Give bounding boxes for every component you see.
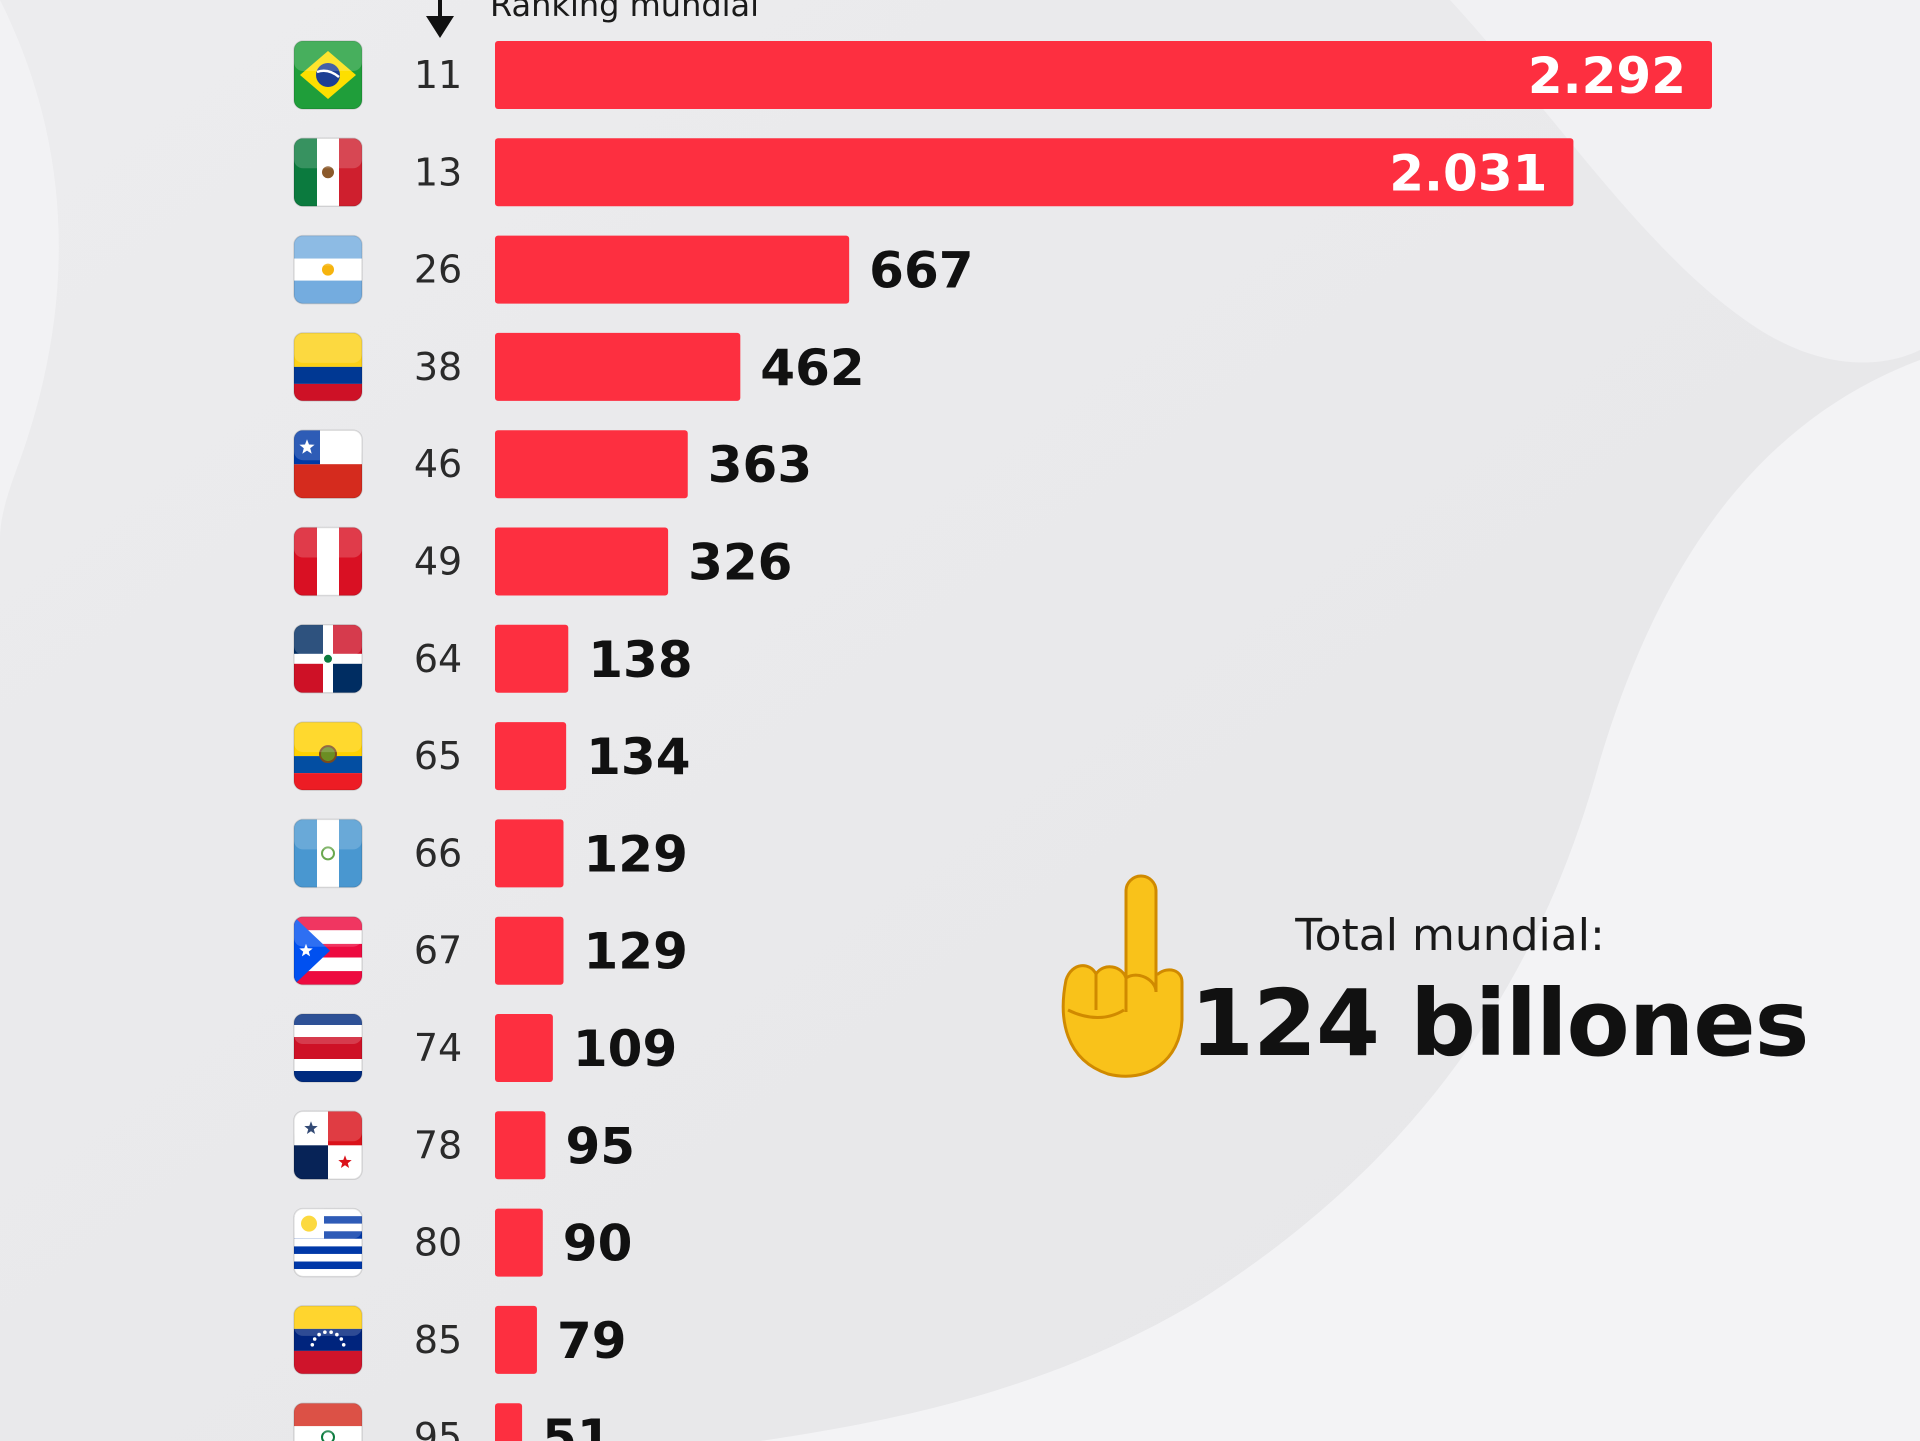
- rank-label: 64: [414, 637, 462, 681]
- rank-label: 26: [414, 248, 462, 292]
- ranking-header-label: Ranking mundial: [490, 0, 760, 24]
- bar-row: 74 109: [293, 1013, 677, 1083]
- dominican-republic-flag-icon: [293, 624, 363, 694]
- bar: [495, 138, 1574, 207]
- rank-label: 46: [414, 442, 462, 486]
- value-label: 129: [583, 825, 687, 883]
- value-label: 109: [573, 1020, 677, 1078]
- guatemala-flag-icon: [293, 818, 363, 889]
- venezuela-flag-icon: [293, 1305, 363, 1375]
- bar-row: 46 363: [293, 429, 812, 499]
- rank-label: 11: [414, 53, 462, 97]
- bar: [495, 1208, 543, 1277]
- rank-label: 74: [414, 1026, 462, 1070]
- puerto-rico-flag-icon: [293, 915, 363, 986]
- value-label: 51: [542, 1409, 612, 1441]
- value-label: 2.292: [1528, 47, 1686, 105]
- bar: [495, 1403, 523, 1441]
- paraguay-flag-icon: [293, 1402, 363, 1441]
- rank-label: 78: [414, 1123, 462, 1167]
- bar-row: 66 129: [293, 818, 688, 889]
- rank-label: 65: [414, 734, 462, 778]
- value-label: 326: [688, 534, 792, 592]
- value-label: 667: [869, 242, 973, 300]
- bar-row: 80 90: [293, 1207, 633, 1278]
- total-value: 124 billones: [1190, 970, 1809, 1077]
- value-label: 95: [565, 1117, 635, 1175]
- bar-row: 26 667: [293, 234, 974, 305]
- chile-flag-icon: [293, 429, 363, 499]
- value-label: 134: [586, 728, 690, 786]
- rank-label: 95: [414, 1415, 462, 1441]
- rank-label: 66: [414, 831, 462, 875]
- rank-label: 13: [414, 150, 462, 194]
- bar-row: 49 326: [293, 526, 792, 597]
- value-label: 129: [583, 923, 687, 981]
- bar: [495, 527, 669, 596]
- argentina-flag-icon: [293, 234, 363, 305]
- bar-row: 65 134: [293, 721, 691, 791]
- bar: [495, 722, 567, 791]
- bar: [495, 41, 1712, 109]
- down-arrow-icon: [426, 0, 454, 38]
- costa-rica-flag-icon: [293, 1013, 363, 1083]
- bar-row: 85 79: [293, 1305, 627, 1375]
- bar-row: 11 2.292: [293, 40, 1712, 110]
- rank-label: 85: [414, 1318, 462, 1362]
- value-label: 90: [563, 1215, 633, 1273]
- value-label: 79: [557, 1312, 627, 1370]
- bar: [495, 1305, 537, 1374]
- bar-row: 78 95: [293, 1110, 635, 1181]
- bar: [495, 819, 564, 888]
- panama-flag-icon: [293, 1110, 363, 1181]
- value-label: 2.031: [1389, 144, 1547, 202]
- brazil-flag-icon: [293, 40, 363, 110]
- bar: [495, 332, 741, 401]
- bar: [495, 235, 850, 304]
- pointing-up-hand-icon: [1061, 874, 1184, 1078]
- uruguay-flag-icon: [293, 1207, 363, 1278]
- bar: [495, 916, 564, 985]
- bar: [495, 1014, 553, 1082]
- rank-label: 49: [414, 540, 462, 584]
- rank-label: 67: [414, 929, 462, 973]
- total-callout: Total mundial: 124 billones: [1030, 870, 1809, 1090]
- total-label: Total mundial:: [1295, 910, 1605, 961]
- rank-label: 38: [414, 345, 462, 389]
- bar-row: 95 51: [293, 1402, 612, 1441]
- value-label: 363: [708, 436, 812, 494]
- peru-flag-icon: [293, 526, 363, 597]
- bar-row: 38 462: [293, 332, 865, 402]
- bar-row: 13 2.031: [293, 137, 1574, 208]
- rank-label: 80: [414, 1221, 462, 1265]
- bar: [495, 1111, 546, 1180]
- mexico-flag-icon: [293, 137, 363, 208]
- bar-row: 64 138: [293, 624, 693, 694]
- colombia-flag-icon: [293, 332, 363, 402]
- bar-row: 67 129: [293, 915, 688, 986]
- value-label: 462: [760, 339, 864, 397]
- value-label: 138: [588, 631, 692, 689]
- bar: [495, 624, 569, 693]
- ecuador-flag-icon: [293, 721, 363, 791]
- bar: [495, 430, 688, 499]
